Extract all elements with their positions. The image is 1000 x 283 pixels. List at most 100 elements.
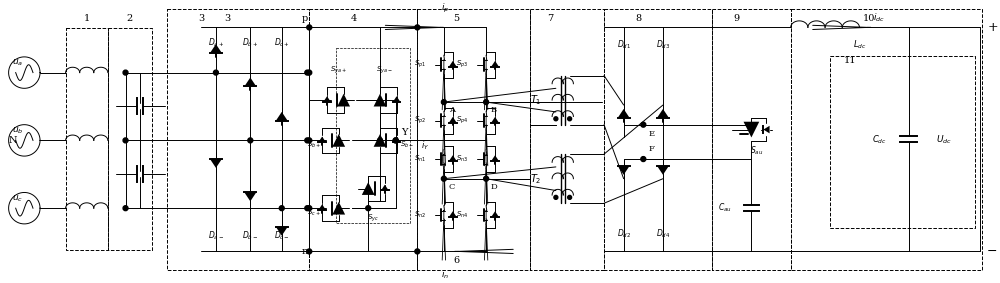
Text: $D_{c-}$: $D_{c-}$ [274,230,290,242]
Polygon shape [210,44,222,53]
Circle shape [378,138,382,143]
Circle shape [415,249,420,254]
Text: 4: 4 [350,14,357,23]
Text: $D_{c+}$: $D_{c+}$ [274,37,290,49]
Text: E: E [648,130,654,138]
Circle shape [123,206,128,211]
Circle shape [568,195,572,199]
Text: $S_{p2}$: $S_{p2}$ [414,115,426,127]
Polygon shape [362,182,375,195]
Text: $i_n$: $i_n$ [441,269,449,281]
Polygon shape [763,126,770,133]
Circle shape [554,117,558,121]
Text: $S_{p3}$: $S_{p3}$ [456,59,468,70]
Text: 3: 3 [198,14,204,23]
Text: D: D [491,183,498,190]
Text: 7: 7 [547,14,553,23]
Text: $U_{dc}$: $U_{dc}$ [936,133,952,146]
Text: 6: 6 [454,256,460,265]
Circle shape [484,176,489,181]
Circle shape [279,206,284,211]
Text: Y: Y [401,128,407,137]
Text: $S_{p4}$: $S_{p4}$ [456,115,468,127]
Polygon shape [449,117,457,123]
Text: $i_Y$: $i_Y$ [421,139,430,152]
Polygon shape [374,134,386,147]
Polygon shape [323,96,331,102]
Text: $C_{dc}$: $C_{dc}$ [872,133,887,146]
Text: $u_c$: $u_c$ [12,193,23,203]
Text: $u_b$: $u_b$ [12,125,23,136]
Circle shape [307,25,312,30]
Polygon shape [491,61,499,67]
Text: 3: 3 [225,14,231,23]
Text: N: N [8,136,17,145]
Circle shape [441,176,446,181]
Text: $S_{ya-}$: $S_{ya-}$ [376,65,393,76]
Polygon shape [491,211,499,217]
Polygon shape [318,137,326,142]
Text: $S_{n2}$: $S_{n2}$ [414,210,426,220]
Circle shape [307,206,312,211]
Circle shape [305,206,310,211]
Circle shape [441,100,446,104]
Text: +: + [987,21,998,34]
Text: $D_{b+}$: $D_{b+}$ [242,37,258,49]
Circle shape [248,138,253,143]
Polygon shape [381,185,389,190]
Text: $S_{au}$: $S_{au}$ [750,145,763,157]
Polygon shape [318,204,326,210]
Text: $D_{d1}$: $D_{d1}$ [617,39,631,51]
Polygon shape [491,117,499,123]
Circle shape [307,70,312,75]
Circle shape [123,70,128,75]
Polygon shape [393,137,400,142]
Text: 11: 11 [843,56,856,65]
Text: B: B [491,106,497,114]
Text: C: C [449,183,455,190]
Circle shape [307,249,312,254]
Polygon shape [332,202,345,215]
Text: 10: 10 [863,14,875,23]
Polygon shape [449,211,457,217]
Circle shape [554,195,558,199]
Text: $i_p$: $i_p$ [441,2,449,15]
Polygon shape [744,122,759,138]
Circle shape [307,138,312,143]
Text: $D_{d4}$: $D_{d4}$ [656,228,670,240]
Circle shape [366,206,371,211]
Text: −: − [987,245,998,258]
Polygon shape [449,155,457,161]
Polygon shape [657,166,669,175]
Text: $S_{yc}$: $S_{yc}$ [367,212,379,224]
Polygon shape [393,96,400,102]
Text: $S_{ya+}$: $S_{ya+}$ [330,65,347,76]
Circle shape [415,25,420,30]
Text: $T_2$: $T_2$ [530,172,541,186]
Text: $D_{a+}$: $D_{a+}$ [208,37,224,49]
Polygon shape [332,134,345,147]
Text: $D_{a-}$: $D_{a-}$ [208,230,224,242]
Text: $C_{au}$: $C_{au}$ [718,202,732,215]
Text: $S_{n4}$: $S_{n4}$ [456,210,468,220]
Polygon shape [276,227,288,236]
Circle shape [393,138,398,143]
Polygon shape [210,159,222,168]
Text: $u_a$: $u_a$ [12,57,23,68]
Text: $D_{d3}$: $D_{d3}$ [656,39,670,51]
Circle shape [123,138,128,143]
Text: 5: 5 [454,14,460,23]
Polygon shape [244,78,256,86]
Text: F: F [648,145,654,153]
Text: $L_{dc}$: $L_{dc}$ [853,39,866,51]
Circle shape [641,122,646,127]
Text: $S_{n1}$: $S_{n1}$ [414,154,426,164]
Polygon shape [244,192,256,201]
Text: 1: 1 [84,14,90,23]
Polygon shape [618,109,630,118]
Text: $i_{dc}$: $i_{dc}$ [873,11,885,24]
Text: p: p [301,14,307,23]
Polygon shape [618,166,630,175]
Text: $S_{n3}$: $S_{n3}$ [456,154,468,164]
Circle shape [393,138,398,143]
